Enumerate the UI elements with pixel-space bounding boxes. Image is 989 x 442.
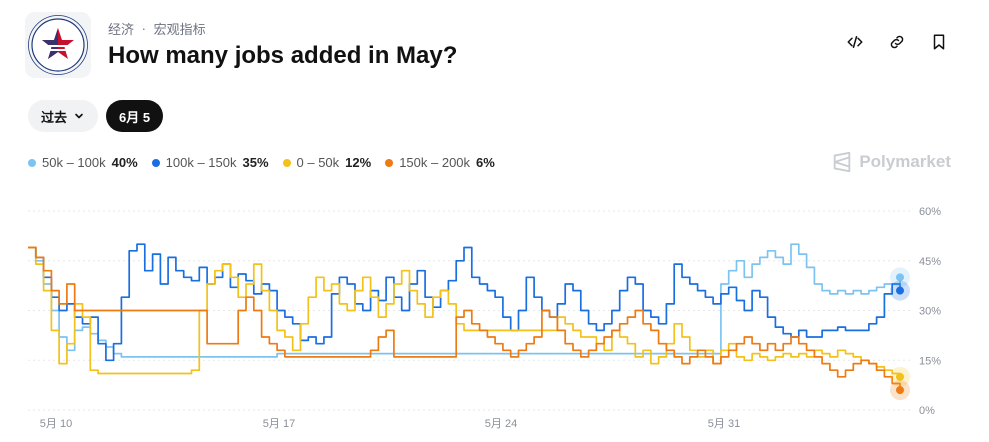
legend-item-100k-150k[interactable]: 100k – 150k 35% bbox=[151, 155, 269, 170]
legend-name: 50k – 100k bbox=[42, 155, 106, 170]
chart-legend: 50k – 100k 40% 100k – 150k 35% 0 – 50k 1… bbox=[28, 155, 495, 170]
series-end-dot[interactable] bbox=[896, 286, 904, 295]
past-dropdown-label: 过去 bbox=[41, 109, 68, 125]
link-icon bbox=[890, 35, 904, 49]
breadcrumb-subcategory[interactable]: 宏观指标 bbox=[153, 22, 206, 37]
bls-seal-logo bbox=[25, 12, 91, 78]
breadcrumb-category[interactable]: 经济 bbox=[108, 22, 135, 37]
x-axis-labels: 5月 10 5月 17 5月 24 5月 31 bbox=[40, 418, 740, 430]
legend-item-150k-200k[interactable]: 150k – 200k 6% bbox=[385, 155, 495, 170]
x-tick-label: 5月 10 bbox=[40, 418, 72, 430]
legend-percent: 12% bbox=[345, 155, 372, 170]
probability-chart: 60% 45% 30% 15% 0% 5月 10 5月 17 5月 24 5月 31 bbox=[28, 206, 941, 430]
legend-dot bbox=[282, 158, 291, 167]
header-actions bbox=[845, 32, 949, 52]
y-tick-label: 45% bbox=[919, 256, 941, 268]
y-tick-label: 0% bbox=[919, 405, 935, 417]
series-lines bbox=[28, 243, 901, 391]
y-axis-labels: 60% 45% 30% 15% 0% bbox=[919, 206, 941, 417]
x-tick-label: 5月 31 bbox=[708, 418, 740, 430]
breadcrumb-separator: · bbox=[141, 21, 146, 36]
embed-button[interactable] bbox=[845, 32, 865, 52]
bls-seal-logo-art bbox=[28, 15, 88, 75]
past-dropdown[interactable]: 过去 bbox=[28, 100, 99, 132]
time-filter: 过去 6月 5 bbox=[28, 100, 164, 132]
series-end-markers bbox=[890, 267, 910, 401]
legend-dot bbox=[28, 158, 36, 167]
legend-percent: 35% bbox=[242, 155, 269, 170]
code-icon bbox=[847, 36, 863, 48]
legend-name: 0 – 50k bbox=[296, 155, 340, 170]
breadcrumb: 经济 · 宏观指标 bbox=[108, 19, 206, 38]
y-tick-label: 30% bbox=[919, 306, 941, 318]
legend-dot bbox=[385, 158, 394, 167]
series-end-dot[interactable] bbox=[896, 386, 904, 395]
legend-percent: 40% bbox=[111, 155, 138, 170]
page-title: How many jobs added in May? bbox=[108, 42, 458, 69]
series-line-0[interactable] bbox=[28, 243, 901, 358]
series-line-1[interactable] bbox=[28, 243, 901, 362]
chevron-down-icon bbox=[75, 113, 83, 119]
legend-name: 100k – 150k bbox=[165, 155, 237, 170]
series-end-dot[interactable] bbox=[896, 372, 904, 381]
x-tick-label: 5月 24 bbox=[485, 418, 517, 430]
polymarket-brand: Polymarket bbox=[831, 151, 951, 173]
brand-name: Polymarket bbox=[859, 152, 951, 171]
y-tick-label: 60% bbox=[919, 206, 941, 218]
copy-link-button[interactable] bbox=[887, 32, 907, 52]
legend-dot bbox=[151, 158, 160, 167]
date-pill-active[interactable]: 6月 5 bbox=[106, 100, 164, 132]
series-end-dot[interactable] bbox=[896, 273, 904, 282]
polymarket-logo bbox=[834, 151, 851, 173]
legend-item-0-50k[interactable]: 0 – 50k 12% bbox=[282, 155, 372, 170]
legend-item-50k-100k[interactable]: 50k – 100k 40% bbox=[28, 155, 138, 170]
x-tick-label: 5月 17 bbox=[263, 418, 295, 430]
series-line-3[interactable] bbox=[28, 246, 901, 391]
legend-percent: 6% bbox=[476, 155, 495, 170]
legend-name: 150k – 200k bbox=[399, 155, 471, 170]
bookmark-icon bbox=[933, 34, 945, 50]
y-tick-label: 15% bbox=[919, 355, 941, 367]
bookmark-button[interactable] bbox=[929, 32, 949, 52]
